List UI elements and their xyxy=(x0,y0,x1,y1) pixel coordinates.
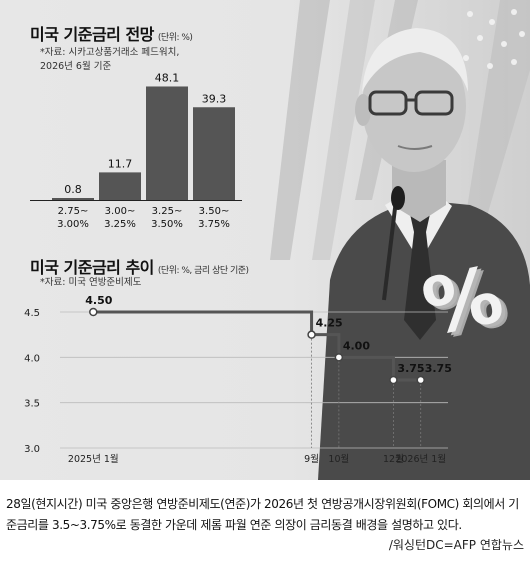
bar-value-label: 11.7 xyxy=(108,157,133,170)
press-photo xyxy=(0,0,530,480)
bar-category-label: 3.50% xyxy=(151,219,183,230)
x-tick-label: 12월 xyxy=(383,453,404,465)
rate-point-label: 3.75 xyxy=(397,362,424,375)
bar-category-label: 3.00% xyxy=(57,219,89,230)
forecast-source: *자료: 시카고상품거래소 페드워치, 2026년 6월 기준 xyxy=(40,46,179,74)
forecast-title-text: 미국 기준금리 전망 xyxy=(30,25,154,44)
bar-4 xyxy=(193,107,235,200)
trend-title-text: 미국 기준금리 추이 xyxy=(30,258,154,277)
rate-point xyxy=(89,307,98,317)
y-tick-label: 4.0 xyxy=(24,353,40,364)
x-tick-label: 10월 xyxy=(328,453,349,465)
rate-series-line xyxy=(93,310,421,382)
rate-point xyxy=(334,353,344,362)
bar-2 xyxy=(99,172,141,200)
person-tie xyxy=(404,214,436,340)
x-tick-label: 2025년 1월 xyxy=(68,453,119,465)
flag-stars xyxy=(463,9,525,69)
forecast-title: 미국 기준금리 전망 (단위: %) xyxy=(30,21,193,45)
trend-unit: (단위: %, 금리 상단 기준) xyxy=(157,266,249,276)
photo-caption: 28일(현지시간) 미국 중앙은행 연방준비제도(연준)가 2026년 첫 연방… xyxy=(6,497,519,532)
forecast-bar-chart: 0.8 2.75~ 3.00% 11.7 3.00~ 3.25% 48.1 3.25~ 3.50… xyxy=(30,71,242,230)
forecast-source-line2: 2026년 6월 기준 xyxy=(40,61,112,72)
bar-category-label: 3.25~ xyxy=(152,206,183,217)
rate-point-label: 4.50 xyxy=(85,294,112,307)
trend-step-chart: 3.0 3.5 4.0 4.5 4.50 4.254.00 3.75 3.75 2025년 1월… xyxy=(24,294,452,465)
forecast-source-line1: *자료: 시카고상품거래소 페드워치, xyxy=(40,47,180,58)
x-tick-label: 9월 xyxy=(304,453,319,465)
photo-credit: /워싱턴DC=AFP 연합뉴스 xyxy=(388,538,524,552)
person-hair xyxy=(362,28,468,92)
rate-point xyxy=(416,375,425,385)
x-tick-label: 2026년 1월 xyxy=(395,453,446,465)
microphone xyxy=(382,186,405,301)
bar-1 xyxy=(52,198,94,200)
y-tick-label: 3.5 xyxy=(24,399,40,410)
bar-category-label: 3.25% xyxy=(104,219,136,230)
trend-source: *자료: 미국 연방준비제도 xyxy=(40,277,142,288)
bar-category-label: 3.50~ xyxy=(199,206,230,217)
bar-category-label: 3.00~ xyxy=(105,206,136,217)
rate-point-label: 3.75 xyxy=(425,362,452,375)
person-glasses xyxy=(368,90,454,116)
rate-point-label: 4.00 xyxy=(343,339,370,352)
person-suit xyxy=(318,200,530,480)
forecast-unit: (단위: %) xyxy=(157,33,193,43)
y-tick-label: 3.0 xyxy=(24,444,40,455)
infographic: % 미국 기준금리 전망 (단위: %) *자료: 시카고상품거래소 페드워치, … xyxy=(0,0,530,480)
rate-point xyxy=(389,375,398,385)
rate-point-label: 4.25 xyxy=(316,317,343,330)
bar-value-label: 0.8 xyxy=(64,183,82,196)
person-head xyxy=(362,40,466,172)
bar-value-label: 39.3 xyxy=(202,92,227,105)
trend-title: 미국 기준금리 추이 (단위: %, 금리 상단 기준) xyxy=(30,254,249,278)
bar-category-label: 2.75~ xyxy=(58,206,89,217)
rate-point xyxy=(307,330,316,339)
bar-category-label: 3.75% xyxy=(198,219,230,230)
bar-value-label: 48.1 xyxy=(155,71,180,84)
y-tick-label: 4.5 xyxy=(24,308,40,319)
bar-3 xyxy=(146,86,188,200)
